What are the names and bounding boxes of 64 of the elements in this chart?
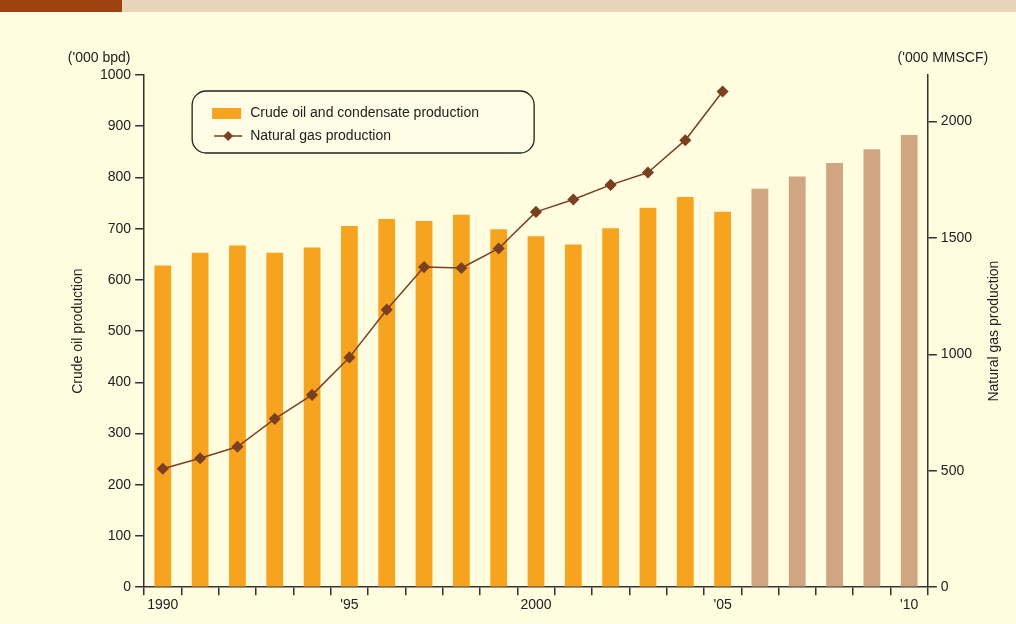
y-tick-label: 400	[107, 373, 132, 390]
point	[306, 389, 318, 401]
bar	[191, 252, 209, 587]
y2-tick-label: 1500	[940, 228, 973, 245]
y-tick-label: 0	[123, 578, 132, 595]
point	[231, 441, 244, 453]
y-tick-label: 500	[107, 321, 132, 338]
y-tick-label: 700	[107, 219, 132, 236]
point	[380, 303, 393, 316]
bar	[676, 196, 694, 587]
bar	[900, 134, 918, 587]
bar	[564, 244, 582, 587]
bar	[229, 245, 246, 587]
x-tick-label: '05	[713, 596, 732, 613]
bar	[452, 214, 470, 587]
y-tick-label: 200	[107, 475, 132, 492]
point	[567, 193, 580, 206]
bar	[154, 265, 172, 587]
bar	[826, 163, 843, 587]
x-tick-label: '10	[900, 596, 919, 613]
bar	[341, 226, 358, 587]
bar	[863, 149, 881, 587]
bar	[527, 236, 545, 587]
y-tick-label: 900	[107, 117, 132, 134]
y2-tick-label: 1000	[940, 345, 973, 362]
bar	[415, 220, 433, 587]
point	[157, 462, 169, 475]
point	[269, 413, 281, 425]
y2-axis-title: Natural gas production	[985, 260, 1001, 402]
y2-tick-label: 500	[940, 461, 965, 478]
point	[716, 85, 729, 98]
point	[418, 261, 430, 273]
y-tick-label: 100	[107, 526, 132, 543]
y-axis-title: Crude oil production	[69, 268, 85, 394]
y-tick-label: 300	[107, 424, 132, 441]
bar	[751, 188, 769, 587]
point	[455, 262, 468, 274]
x-tick-label: 1990	[147, 596, 179, 613]
y2-tick-label: 0	[940, 578, 949, 595]
bar	[788, 176, 806, 587]
point	[530, 206, 542, 218]
point	[343, 351, 356, 364]
bar	[714, 211, 731, 587]
bar	[639, 207, 657, 587]
point	[642, 166, 654, 179]
point	[194, 452, 206, 464]
y-tick-label: 800	[107, 168, 132, 185]
point	[679, 134, 692, 146]
bar	[490, 229, 508, 587]
text: ('000 MMSCF)	[897, 49, 989, 65]
point	[604, 179, 617, 191]
point	[492, 242, 505, 255]
bar	[266, 252, 284, 587]
legend-label: Crude oil and condensate production	[250, 103, 479, 120]
bar	[378, 218, 396, 587]
y-tick-label: 1000	[99, 65, 132, 82]
y2-tick-label: 2000	[940, 112, 973, 129]
x-tick-label: 2000	[520, 596, 552, 613]
y-tick-label: 600	[107, 270, 132, 287]
legend-label: Natural gas production	[250, 126, 392, 143]
text: ('000 bpd)	[67, 49, 131, 65]
bar	[602, 228, 620, 587]
x-tick-label: '95	[340, 596, 359, 613]
bar	[303, 247, 321, 587]
